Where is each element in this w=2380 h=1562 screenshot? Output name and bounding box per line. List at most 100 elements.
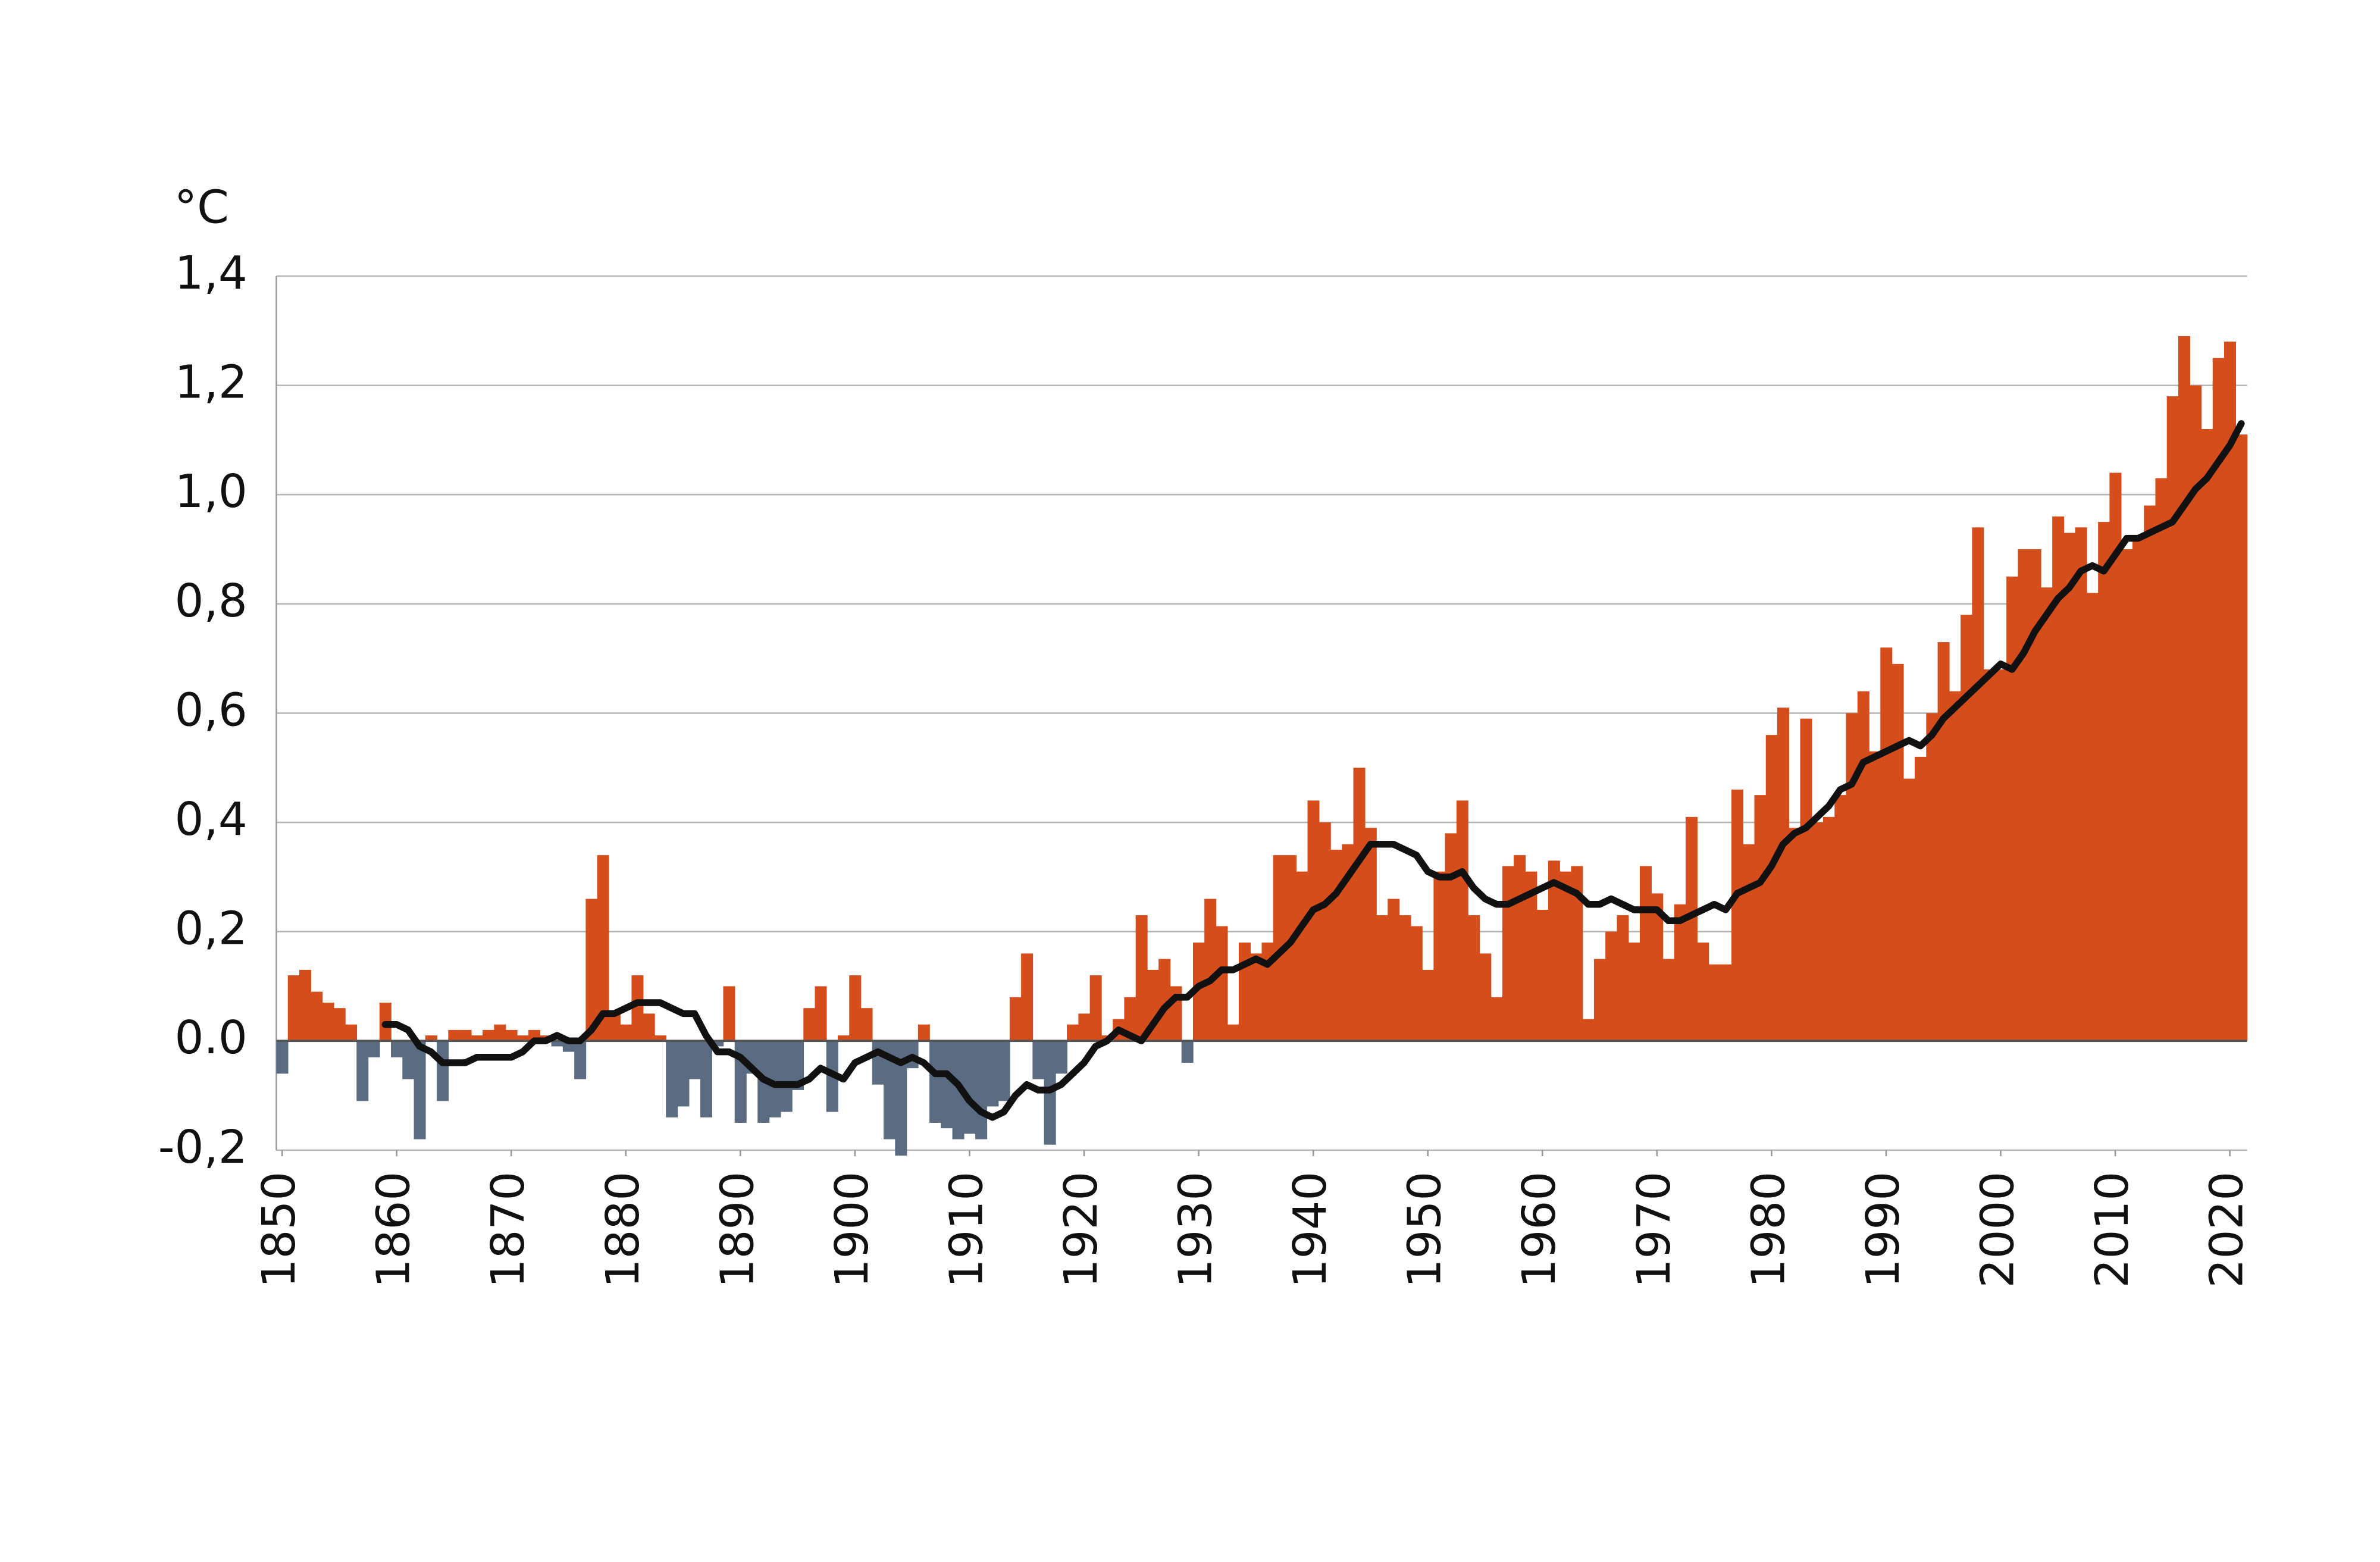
bar — [1273, 855, 1285, 1041]
bar — [941, 1041, 953, 1129]
bar — [1490, 997, 1503, 1041]
bar — [929, 1041, 942, 1123]
x-tick-label: 2010 — [2086, 1172, 2139, 1288]
bar — [494, 1024, 506, 1041]
bar — [643, 1013, 655, 1041]
y-tick-label: 0,4 — [174, 793, 247, 846]
bar — [998, 1041, 1010, 1101]
bar — [666, 1041, 678, 1117]
moving-average-line — [381, 420, 2245, 1121]
bar — [311, 991, 323, 1041]
bar — [287, 975, 300, 1041]
bar — [1708, 964, 1721, 1041]
bar — [1514, 855, 1526, 1041]
bar — [849, 975, 862, 1041]
bar — [1972, 527, 1984, 1041]
bar — [1399, 915, 1411, 1041]
bar — [1433, 871, 1446, 1041]
bar — [1238, 943, 1251, 1041]
bar — [1055, 1041, 1067, 1074]
bar — [2029, 549, 2041, 1041]
bar — [1926, 713, 1939, 1041]
bar — [723, 986, 735, 1041]
bar — [1949, 691, 1961, 1041]
bar — [2109, 472, 2122, 1041]
bar — [1994, 669, 2007, 1041]
bar — [322, 1002, 334, 1041]
x-tick-label: 1880 — [597, 1172, 650, 1288]
bar — [838, 1035, 850, 1041]
y-tick-label: 1,2 — [174, 356, 247, 409]
bar — [1662, 959, 1675, 1041]
bar — [769, 1041, 781, 1117]
bar — [1777, 708, 1790, 1041]
x-tick-label: 2000 — [1971, 1172, 2024, 1288]
bar — [1124, 997, 1136, 1041]
bar — [1628, 943, 1640, 1041]
bar — [299, 969, 312, 1041]
bar — [2166, 396, 2179, 1041]
bar — [1720, 964, 1732, 1041]
bar — [437, 1041, 449, 1101]
y-tick-label: 0,2 — [174, 903, 247, 956]
bar — [1422, 969, 1435, 1041]
bar — [425, 1035, 437, 1041]
bar — [1342, 844, 1354, 1041]
bar — [1743, 844, 1755, 1041]
bar — [1674, 904, 1686, 1041]
bar — [448, 1029, 461, 1041]
bar — [1468, 915, 1480, 1041]
bar — [815, 986, 827, 1041]
bar — [1731, 789, 1743, 1041]
x-tick-label: 1900 — [826, 1172, 879, 1288]
bar — [2155, 478, 2168, 1041]
bar — [1502, 866, 1514, 1041]
bar — [1651, 893, 1664, 1041]
bar — [1296, 871, 1308, 1041]
bar — [1135, 915, 1148, 1041]
bar — [2132, 538, 2144, 1041]
y-tick-label: 0.0 — [174, 1012, 247, 1065]
bar — [2052, 516, 2065, 1041]
bar — [1937, 642, 1950, 1041]
bar — [1857, 691, 1869, 1041]
bar — [574, 1041, 587, 1079]
bar — [1319, 822, 1331, 1041]
bar — [1330, 849, 1343, 1041]
bar — [1617, 915, 1629, 1041]
bar — [368, 1041, 380, 1057]
x-tick-label: 1960 — [1513, 1172, 1566, 1288]
bar — [2190, 385, 2202, 1041]
x-tick-label: 1860 — [368, 1172, 421, 1288]
bar — [597, 855, 609, 1041]
bar — [872, 1041, 884, 1085]
bar — [1089, 975, 1102, 1041]
bar — [1250, 953, 1263, 1041]
y-tick-label: 0,8 — [174, 575, 247, 628]
bar — [1021, 953, 1034, 1041]
bar — [608, 1013, 621, 1041]
bar — [1892, 663, 1904, 1041]
x-tick-label: 1990 — [1857, 1172, 1910, 1288]
bar — [1961, 615, 1973, 1041]
bar — [1067, 1024, 1079, 1041]
bar — [1376, 915, 1389, 1041]
bar — [1032, 1041, 1045, 1079]
bar — [1158, 959, 1171, 1041]
bar — [483, 1029, 495, 1041]
bar — [2063, 533, 2076, 1041]
bar — [1880, 647, 1893, 1041]
bar — [1846, 713, 1858, 1041]
bar — [1903, 778, 1915, 1041]
y-tick-label: 1,0 — [174, 465, 247, 518]
bar — [1983, 669, 1996, 1041]
x-tick-label: 1940 — [1284, 1172, 1337, 1288]
y-tick-label: 0,6 — [174, 684, 247, 737]
x-tick-label: 1930 — [1170, 1172, 1223, 1288]
bar — [780, 1041, 793, 1112]
x-tick-label: 1870 — [482, 1172, 535, 1288]
bar — [2018, 549, 2030, 1041]
bar — [391, 1041, 403, 1057]
x-tick-label: 1890 — [711, 1172, 764, 1288]
